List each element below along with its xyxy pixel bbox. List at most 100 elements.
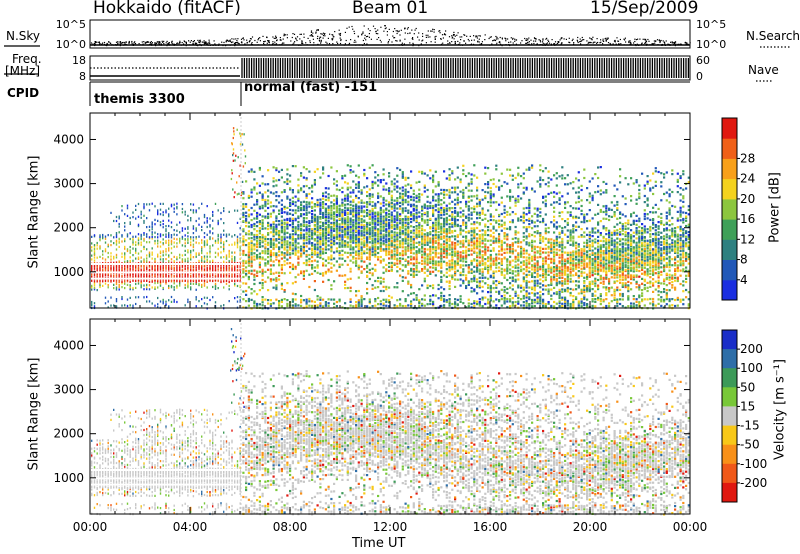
- echo-point: [440, 266, 443, 269]
- echo-point: [388, 299, 391, 302]
- echo-point: [374, 249, 377, 252]
- echo-point: [168, 233, 170, 237]
- echo-point: [231, 268, 233, 271]
- echo-point: [140, 264, 142, 267]
- echo-point: [319, 237, 322, 241]
- echo-point: [352, 213, 355, 216]
- echo-point: [421, 232, 424, 235]
- echo-point: [140, 210, 142, 213]
- echo-point: [443, 246, 446, 249]
- echo-point: [286, 302, 289, 305]
- echo-point: [278, 264, 281, 267]
- echo-point: [401, 276, 404, 279]
- echo-point: [168, 305, 170, 308]
- echo-point: [302, 185, 305, 188]
- echo-point: [401, 173, 404, 176]
- echo-point: [250, 168, 253, 171]
- echo-point: [190, 258, 192, 261]
- echo-point: [360, 232, 363, 235]
- echo-point: [399, 226, 402, 229]
- echo-point: [363, 174, 366, 177]
- echo-point: [371, 213, 374, 216]
- echo-point: [440, 278, 443, 281]
- echo-point: [341, 238, 344, 241]
- echo-point: [102, 284, 104, 287]
- noise-point: [124, 43, 126, 45]
- echo-point: [382, 242, 385, 245]
- noise-point: [312, 38, 314, 40]
- echo-point: [198, 282, 200, 286]
- echo-point: [93, 305, 96, 308]
- echo-point: [360, 214, 363, 218]
- echo-point: [390, 183, 393, 186]
- echo-point: [322, 223, 325, 226]
- echo-point: [118, 285, 120, 288]
- echo-point: [124, 282, 126, 285]
- echo-point: [399, 195, 402, 198]
- echo-point: [278, 300, 281, 303]
- echo-point: [267, 195, 270, 198]
- echo-point: [91, 249, 93, 252]
- echo-point: [165, 248, 167, 251]
- echo-point: [253, 233, 256, 237]
- echo-point: [443, 237, 446, 240]
- echo-point: [140, 216, 142, 219]
- echo-point: [267, 252, 270, 255]
- echo-point: [203, 296, 206, 299]
- echo-point: [113, 219, 115, 223]
- echo-point: [157, 303, 159, 306]
- noise-point: [579, 38, 581, 40]
- echo-point: [201, 267, 203, 270]
- echo-point: [396, 299, 399, 302]
- echo-point: [159, 265, 162, 269]
- echo-point: [445, 268, 448, 271]
- echo-point: [390, 190, 393, 193]
- echo-point: [410, 249, 413, 252]
- echo-point: [305, 298, 308, 301]
- echo-point: [319, 226, 322, 230]
- echo-point: [344, 233, 347, 236]
- echo-point: [115, 261, 118, 264]
- echo-point: [187, 231, 189, 234]
- echo-point: [291, 200, 294, 203]
- echo-point: [151, 233, 153, 236]
- noise-point: [193, 41, 195, 43]
- echo-point: [267, 206, 270, 210]
- echo-point: [421, 242, 424, 245]
- echo-point: [382, 219, 385, 222]
- echo-point: [355, 236, 358, 239]
- echo-point: [423, 267, 426, 270]
- noise-point: [102, 42, 104, 44]
- echo-point: [382, 280, 385, 283]
- echo-point: [250, 292, 253, 295]
- echo-point: [283, 252, 286, 255]
- echo-point: [137, 225, 140, 228]
- echo-point: [407, 304, 410, 307]
- echo-point: [418, 299, 421, 302]
- echo-point: [352, 261, 355, 264]
- echo-point: [388, 233, 391, 236]
- echo-point: [253, 255, 256, 258]
- echo-point: [286, 223, 289, 226]
- echo-point: [401, 239, 404, 242]
- echo-point: [440, 229, 443, 232]
- noise-point: [339, 42, 342, 45]
- echo-point: [305, 213, 308, 216]
- echo-point: [324, 198, 327, 201]
- noise-point: [609, 42, 611, 45]
- noise-point: [361, 34, 363, 36]
- noise-point: [301, 42, 303, 44]
- noise-point: [637, 38, 639, 40]
- echo-point: [195, 278, 197, 281]
- echo-point: [154, 242, 156, 245]
- echo-point: [371, 251, 374, 254]
- echo-point: [242, 275, 245, 279]
- echo-point: [286, 246, 289, 249]
- echo-point: [256, 240, 259, 243]
- echo-point: [426, 255, 429, 258]
- echo-point: [363, 252, 366, 255]
- echo-point: [176, 268, 178, 271]
- noise-point: [339, 32, 342, 35]
- echo-point: [374, 268, 377, 271]
- echo-point: [360, 226, 363, 229]
